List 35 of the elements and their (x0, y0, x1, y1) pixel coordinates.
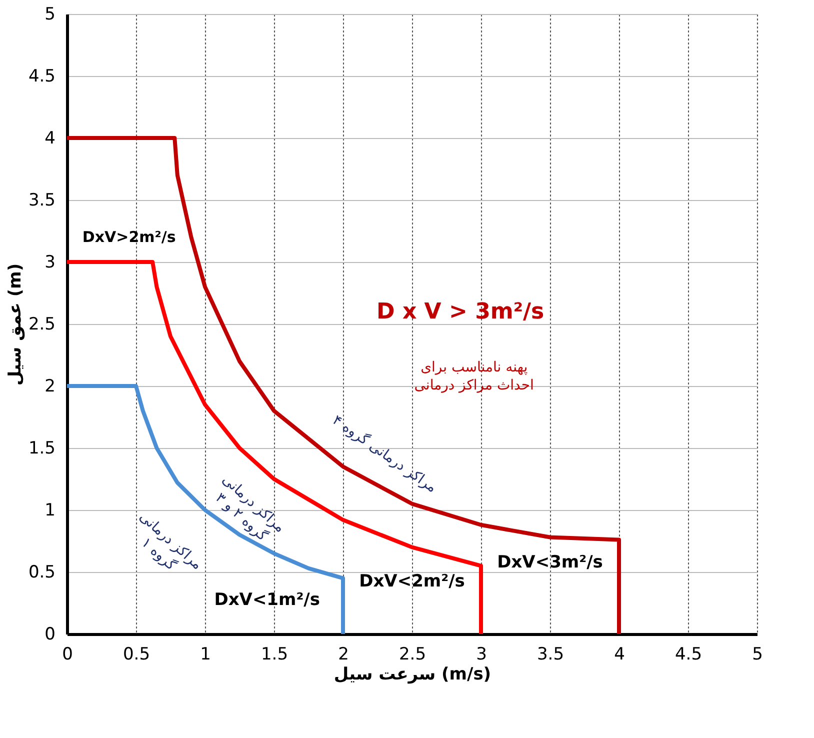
x-tick-label: 1.5 (260, 644, 288, 664)
y-tick-label: 4.5 (28, 66, 56, 86)
x-tick-label: 5 (752, 644, 763, 664)
x-tick-label: 0 (62, 644, 73, 664)
annotation: DxV<3m²/s (497, 552, 603, 573)
y-tick-label: 5 (44, 4, 56, 24)
x-tick-label: 4.5 (674, 644, 702, 664)
y-axis-title: عمق سیل (m) (5, 263, 26, 386)
x-axis-title: سرعت سیل (m/s) (334, 664, 492, 684)
y-tick-label: 2 (44, 376, 56, 396)
x-tick-label: 0.5 (122, 644, 150, 664)
y-tick-label: 0 (44, 624, 56, 644)
x-tick-label: 3 (476, 644, 487, 664)
x-tick-label: 4 (614, 644, 625, 664)
y-tick-label: 1.5 (28, 438, 56, 458)
annotation: مراکز درمانی گروه ۱ (136, 508, 205, 574)
y-tick-label: 0.5 (28, 562, 56, 582)
annotation: DxV<1m²/s (214, 590, 320, 610)
x-tick-label: 2 (338, 644, 349, 664)
y-tick-label: 3.5 (28, 190, 56, 210)
annotation: D x V > 3m²/s (376, 300, 544, 325)
annotation: مراکز درمانی گروه ۴ (329, 411, 440, 496)
x-tick-label: 1 (200, 644, 211, 664)
x-tick-label: 2.5 (398, 644, 426, 664)
y-tick-label: 3 (44, 252, 56, 272)
annotation: DxV>2m²/s (82, 228, 176, 246)
annotation: پهنه نامناسب برای احداث مراکز درمانی (414, 359, 534, 394)
y-tick-label: 4 (44, 128, 56, 148)
annotation: مراکز درمانی گروه ۲ و ۳ (212, 472, 288, 545)
line-series (65, 136, 621, 636)
annotation: DxV<2m²/s (359, 571, 465, 592)
y-tick-label: 1 (44, 500, 56, 520)
x-tick-label: 3.5 (536, 644, 564, 664)
y-tick-label: 2.5 (28, 314, 56, 334)
line-series (65, 384, 345, 636)
